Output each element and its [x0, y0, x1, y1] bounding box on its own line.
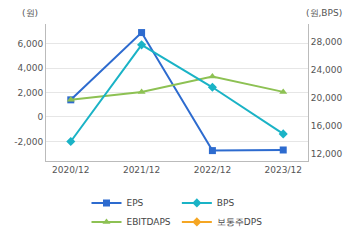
svg-text:2020/12: 2020/12: [52, 165, 89, 175]
svg-text:28,000: 28,000: [311, 37, 343, 47]
svg-text:EBITDAPS: EBITDAPS: [127, 217, 171, 227]
svg-text:16,000: 16,000: [311, 121, 343, 131]
svg-text:4,000: 4,000: [17, 63, 43, 73]
svg-text:20,000: 20,000: [311, 93, 343, 103]
svg-text:2023/12: 2023/12: [265, 165, 302, 175]
svg-text:보통주DPS: 보통주DPS: [217, 217, 262, 227]
svg-text:12,000: 12,000: [311, 149, 343, 159]
svg-text:BPS: BPS: [217, 198, 235, 208]
svg-text:2022/12: 2022/12: [194, 165, 231, 175]
svg-text:24,000: 24,000: [311, 65, 343, 75]
svg-text:0: 0: [37, 112, 43, 122]
svg-text:6,000: 6,000: [17, 39, 43, 49]
svg-text:EPS: EPS: [127, 198, 144, 208]
svg-text:-2,000: -2,000: [14, 137, 43, 147]
svg-text:2021/12: 2021/12: [123, 165, 160, 175]
svg-text:(원): (원): [22, 8, 38, 18]
svg-text:2,000: 2,000: [17, 88, 43, 98]
svg-text:(원,BPS): (원,BPS): [306, 8, 342, 18]
